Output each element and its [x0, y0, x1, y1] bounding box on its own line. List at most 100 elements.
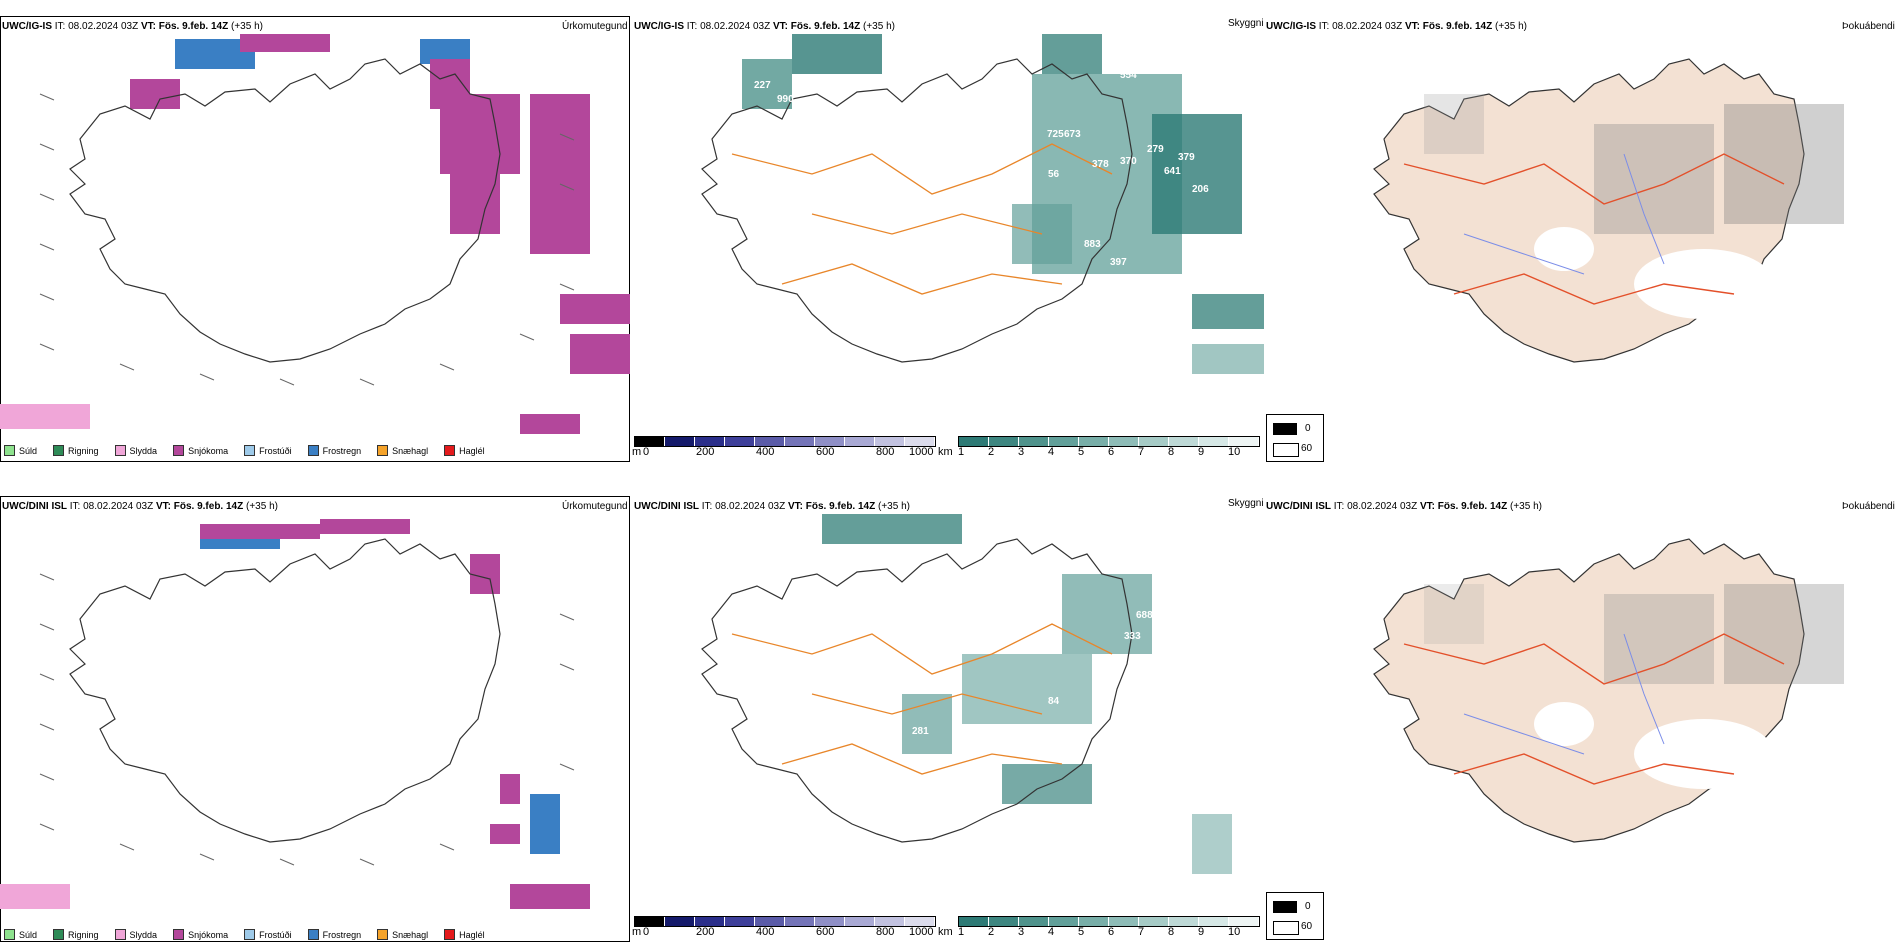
- snow-area: [490, 824, 520, 844]
- vt-value: Fös. 9.feb. 14Z: [1422, 21, 1493, 32]
- lead-time: (+35 h): [1510, 501, 1542, 512]
- snow-area: [520, 414, 580, 434]
- vt-value: Fös. 9.feb. 14Z: [805, 501, 876, 512]
- fog-legend-top: 0 60: [1266, 414, 1324, 462]
- legend-label: Frostregn: [322, 445, 362, 456]
- legend-swatch: [244, 929, 256, 940]
- model-name: UWC/DINI ISL: [1266, 501, 1331, 512]
- tick-label: 3: [1018, 446, 1025, 458]
- legend-item: Súld: [4, 445, 37, 456]
- it-value: 08.02.2024 03Z: [1332, 21, 1403, 32]
- visibility-colorbar-m: [634, 916, 936, 927]
- visibility-colorbar-m: [634, 436, 936, 447]
- visibility-label: 279: [1147, 144, 1164, 155]
- legend-item: Snæhagl: [377, 445, 428, 456]
- road-network: [731, 623, 1113, 775]
- unit-label: km: [938, 926, 953, 938]
- legend-swatch-white: [1273, 443, 1299, 457]
- tick-label: 5: [1078, 926, 1085, 938]
- panel-type-title: Skyggni: [1228, 498, 1264, 509]
- panel-header: UWC/IG-IS IT: 08.02.2024 03Z VT: Fös. 9.…: [634, 21, 895, 32]
- legend-label: Snæhagl: [392, 445, 429, 456]
- tick-label: 800: [876, 446, 895, 458]
- legend-item: Snjókoma: [173, 929, 228, 940]
- legend-item: Haglél: [444, 445, 485, 456]
- legend-item: Frostregn: [307, 929, 362, 940]
- freezing-rain-area: [530, 794, 560, 854]
- glacier: [1534, 227, 1594, 271]
- vt-value: Fös. 9.feb. 14Z: [158, 21, 229, 32]
- tick-label: 8: [1168, 446, 1175, 458]
- visibility-area: [1062, 574, 1152, 654]
- fog-map: [1373, 538, 1844, 843]
- visibility-label: 990: [777, 94, 794, 105]
- legend-swatch: [4, 445, 15, 456]
- model-name: UWC/IG-IS: [1266, 21, 1316, 32]
- legend-label: 0: [1305, 423, 1311, 434]
- snow-area: [240, 34, 330, 52]
- fog-panel-top: UWC/IG-IS IT: 08.02.2024 03Z VT: Fös. 9.…: [1264, 0, 1896, 466]
- legend-item: Rigning: [53, 929, 99, 940]
- legend-swatch: [53, 929, 65, 940]
- visibility-label: 281: [912, 726, 929, 737]
- visibility-label: 397: [1110, 257, 1127, 268]
- legend-item: Slydda: [114, 445, 158, 456]
- it-label: IT:: [69, 501, 81, 512]
- it-label: IT:: [54, 21, 66, 32]
- visibility-label: 206: [1192, 184, 1209, 195]
- legend-swatch-black: [1273, 423, 1297, 435]
- legend-label: Snæhagl: [392, 929, 429, 940]
- tick-label: 600: [816, 446, 835, 458]
- vt-label: VT:: [1404, 21, 1420, 32]
- it-value: 08.02.2024 03Z: [83, 501, 154, 512]
- legend-swatch: [173, 929, 185, 940]
- panel-type-title: Úrkomutegund: [562, 21, 628, 32]
- tick-label: 3: [1018, 926, 1025, 938]
- snow-area: [200, 524, 320, 539]
- visibility-label: 56: [1048, 169, 1060, 180]
- visibility-colorbar-km: [958, 916, 1260, 927]
- snow-area: [320, 519, 410, 534]
- it-value: 08.02.2024 03Z: [1347, 501, 1418, 512]
- visibility-area: [1152, 114, 1242, 234]
- legend-label: Frostregn: [322, 929, 362, 940]
- legend-swatch: [307, 929, 319, 940]
- fog-area: [1604, 594, 1714, 684]
- vt-label: VT:: [787, 501, 803, 512]
- legend-label: Slydda: [129, 445, 158, 456]
- legend-swatch: [377, 929, 389, 940]
- snow-area: [440, 94, 520, 174]
- fog-area: [1424, 94, 1484, 154]
- visibility-label: 673: [1064, 129, 1081, 140]
- legend-label: 60: [1301, 921, 1313, 932]
- vt-label: VT:: [772, 21, 788, 32]
- it-value: 08.02.2024 03Z: [68, 21, 139, 32]
- visibility-label: 370: [1120, 156, 1137, 167]
- tick-label: 10: [1228, 446, 1241, 458]
- it-label: IT:: [1333, 501, 1345, 512]
- visibility-label: 725: [1047, 129, 1064, 140]
- glacier: [1534, 702, 1594, 746]
- unit-label: m: [632, 926, 642, 938]
- unit-label: m: [632, 446, 642, 458]
- it-label: IT:: [686, 21, 698, 32]
- visibility-colorbar-km: [958, 436, 1260, 447]
- model-name: UWC/IG-IS: [634, 21, 684, 32]
- visibility-label: 227: [754, 80, 771, 91]
- visibility-area: [1192, 344, 1264, 374]
- precip-legend: Súld Rigning Slydda Snjókoma Frostúði Fr…: [4, 929, 485, 940]
- panel-header: UWC/DINI ISL IT: 08.02.2024 03Z VT: Fös.…: [634, 501, 910, 512]
- model-name: UWC/IG-IS: [2, 21, 52, 32]
- legend-label: Súld: [19, 445, 38, 456]
- tick-label: 0: [643, 926, 650, 938]
- visibility-labels: 227 990 554 725 673 279 378 370 379 56 6…: [754, 70, 1209, 268]
- tick-label: 600: [816, 926, 835, 938]
- legend-label: 0: [1305, 901, 1311, 912]
- legend-swatch: [114, 929, 126, 940]
- tick-label: 6: [1108, 926, 1115, 938]
- legend-swatch-white: [1273, 921, 1299, 935]
- visibility-area: [1192, 294, 1264, 329]
- legend-item: Frostregn: [307, 445, 362, 456]
- legend-label: Slydda: [129, 929, 158, 940]
- visibility-area: [1192, 814, 1232, 874]
